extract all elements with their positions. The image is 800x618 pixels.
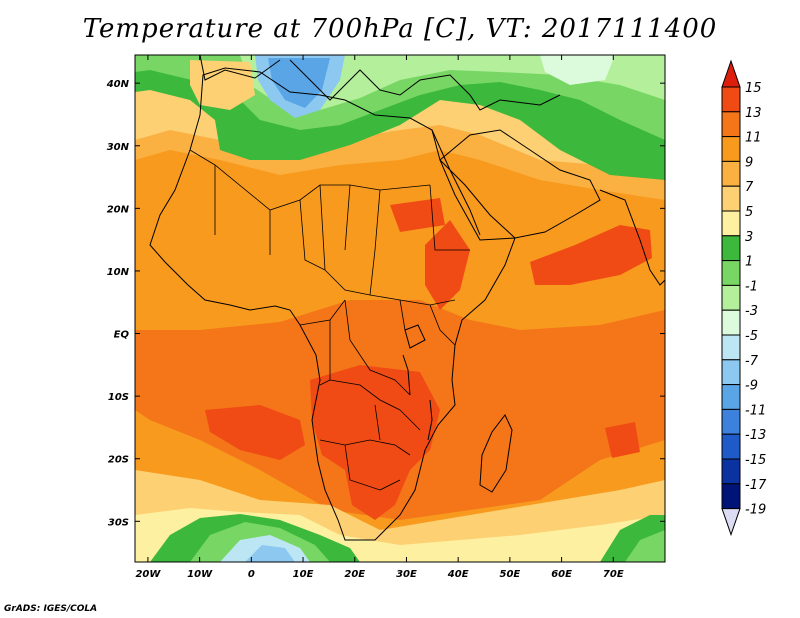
- colorbar-swatch: [721, 359, 741, 386]
- lon-tick-label: 10E: [293, 569, 314, 580]
- lon-tick-label: 20W: [135, 569, 161, 580]
- lat-tick-label: 30S: [108, 517, 129, 528]
- field-south-cold: [245, 545, 295, 562]
- colorbar: 15 13 11 9 7 5 3 1 -1 -3 -5 -7 -9 -11 -13 -15 -17 -19: [721, 59, 767, 537]
- red-sea-coast: [431, 129, 481, 236]
- colorbar-swatch: [721, 309, 741, 336]
- colorbar-label: -19: [745, 503, 766, 518]
- lake-victoria: [404, 324, 426, 349]
- colorbar-top-arrow: [721, 59, 741, 88]
- colorbar-bottom-arrow: [721, 508, 741, 537]
- lon-tick-label: 40E: [447, 569, 469, 580]
- colorbar-swatch: [721, 86, 741, 113]
- india-coastline: [599, 189, 665, 286]
- field-hot-south-atlantic: [205, 405, 305, 460]
- border-lines: [189, 149, 470, 491]
- lat-tick-label: EQ: [114, 330, 130, 341]
- colorbar-swatch: [721, 384, 741, 410]
- colorbar-label: 9: [745, 155, 753, 170]
- lake-malawi: [427, 399, 433, 441]
- grads-credit: GrADS: IGES/COLA: [4, 604, 98, 614]
- colorbar-label: -3: [745, 304, 758, 319]
- colorbar-label: -5: [745, 329, 758, 344]
- country-borders: [189, 149, 470, 491]
- colorbar-label: 3: [745, 230, 753, 245]
- temperature-field: [135, 55, 665, 562]
- colorbar-swatch: [721, 210, 741, 237]
- field-hot-sudan: [390, 198, 445, 232]
- arabian-coastline: [439, 129, 601, 239]
- lat-tick-label: 10S: [108, 392, 129, 403]
- colorbar-swatch: [721, 483, 741, 510]
- colorbar-label: -1: [745, 279, 758, 294]
- lon-tick-label: 70E: [603, 569, 624, 580]
- lon-tick-label: 0: [248, 569, 255, 580]
- lon-tick-label: 50E: [500, 569, 521, 580]
- africa-coastline: [149, 67, 516, 541]
- field-caspian-cool: [540, 55, 615, 85]
- field-hot-arabian-sea: [530, 225, 652, 285]
- europe-coastline: [199, 55, 561, 111]
- colorbar-swatch: [721, 160, 741, 187]
- colorbar-label: 5: [745, 205, 753, 220]
- colorbar-label: 13: [745, 106, 762, 121]
- longitude-ticks: 20W 10W 0 10E 20E 30E 40E 50E 60E 70E: [135, 55, 624, 580]
- colorbar-swatch: [721, 235, 741, 262]
- lon-tick-label: 20E: [344, 569, 365, 580]
- field-southeast-lightgreen: [625, 530, 665, 562]
- lon-tick-label: 60E: [551, 569, 572, 580]
- colorbar-swatch: [721, 284, 741, 311]
- colorbar-label: -13: [745, 428, 766, 443]
- colorbar-label: 15: [745, 81, 762, 96]
- colorbar-label: -17: [745, 478, 767, 493]
- colorbar-label: -7: [745, 354, 759, 369]
- colorbar-swatch: [721, 185, 741, 212]
- colorbar-swatch: [721, 260, 741, 286]
- lon-tick-label: 30E: [396, 569, 417, 580]
- lat-tick-label: 20N: [107, 204, 130, 215]
- colorbar-swatch: [721, 408, 741, 435]
- colorbar-swatch: [721, 433, 741, 460]
- field-northwest-mild: [190, 60, 255, 110]
- lat-tick-label: 40N: [106, 79, 130, 90]
- lat-tick-label: 30N: [107, 142, 130, 153]
- plot-frame: [134, 54, 666, 563]
- colorbar-swatch: [721, 334, 741, 361]
- map-title: Temperature at 700hPa [C], VT: 201711140…: [82, 14, 718, 44]
- colorbar-label: 7: [745, 180, 754, 195]
- colorbar-label: -15: [745, 453, 766, 468]
- lake-tanganyika: [402, 354, 411, 396]
- lon-tick-label: 10W: [187, 569, 213, 580]
- field-hot-southern-africa: [310, 365, 440, 520]
- coastlines: [149, 55, 665, 541]
- field-europe-colder: [268, 58, 330, 108]
- colorbar-label: 1: [745, 255, 753, 270]
- madagascar-coastline: [479, 414, 513, 493]
- field-hot-madagascar-east: [605, 422, 640, 458]
- latitude-ticks: 40N 30N 20N 10N EQ 10S 20S 30S: [106, 79, 665, 528]
- lat-tick-label: 10N: [107, 267, 130, 278]
- colorbar-label: -11: [745, 403, 766, 418]
- colorbar-swatch: [721, 458, 741, 485]
- colorbar-label: -9: [745, 379, 758, 394]
- colorbar-label: 11: [745, 131, 762, 146]
- colorbar-swatch: [721, 111, 741, 138]
- lat-tick-label: 20S: [108, 455, 129, 466]
- colorbar-swatch: [721, 136, 741, 162]
- field-hot-horn: [425, 220, 470, 310]
